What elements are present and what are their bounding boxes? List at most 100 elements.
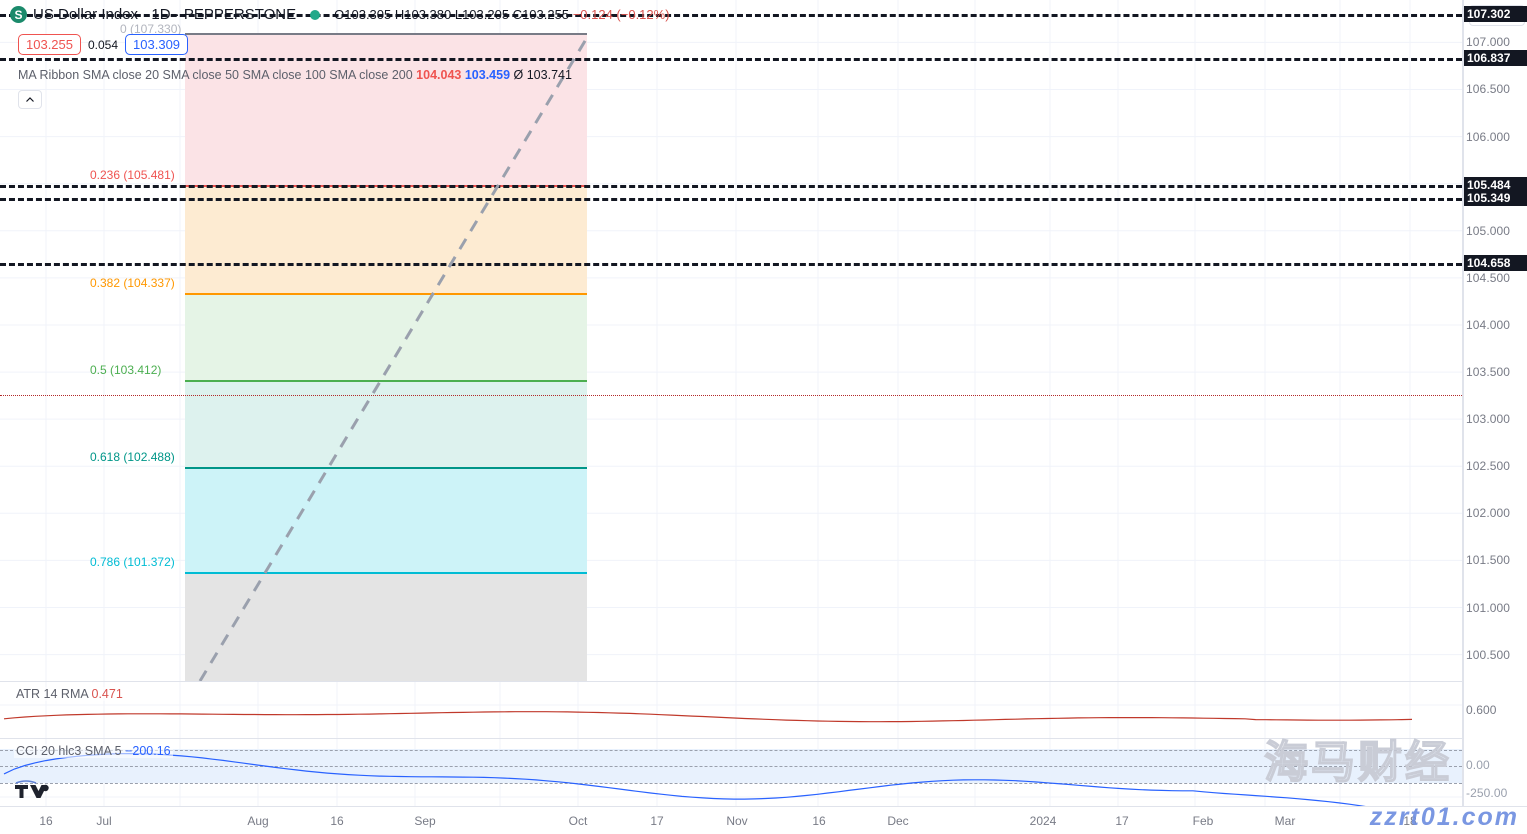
price-tick-101.500: 101.500 [1466,553,1511,568]
price-tick-102.000: 102.000 [1466,506,1511,521]
price-tick-102.500: 102.500 [1466,459,1511,474]
atr-tick-0.600: 0.600 [1466,703,1497,717]
atr-grid [0,682,1462,738]
cci-upper-dashed-level [0,750,1462,751]
level-line-105.484[interactable] [0,185,1462,189]
price-tick-104.500: 104.500 [1466,270,1511,285]
collapse-legend-button[interactable] [18,90,42,109]
price-tick-104.000: 104.000 [1466,317,1511,332]
chart-legend: S US Dollar Index · 1D · PEPPERSTONE O10… [10,6,670,23]
fib-label-0.382: 0.382 (104.337) [90,276,175,291]
price-tick-101.000: 101.000 [1466,600,1511,615]
price-axis[interactable]: USD ▼ 107.000106.500106.000105.000104.50… [1463,0,1527,806]
price-level-badge-106.837[interactable]: 106.837 [1464,49,1527,66]
fib-line-0.786[interactable] [185,572,587,575]
price-tick-100.500: 100.500 [1466,647,1511,662]
cci-line-series [3,752,1366,806]
cci-tick-0.00: 0.00 [1466,758,1490,772]
time-tick-18: 18 [1403,814,1417,828]
ma-value-average: 103.741 [526,68,572,82]
ma-ribbon-legend[interactable]: MA Ribbon SMA close 20 SMA close 50 SMA … [18,68,572,82]
ma-value-blue: 103.459 [464,68,511,82]
level-line-104.658[interactable] [0,262,1462,266]
level-line-105.349[interactable] [0,197,1462,201]
price-tick-105.000: 105.000 [1466,223,1511,238]
fib-low-pill[interactable]: 103.255 [18,34,81,55]
time-tick-Nov: Nov [726,814,748,828]
price-tick-103.500: 103.500 [1466,365,1511,380]
atr-value: 0.471 [91,687,123,701]
fib-value-pills: 103.255 0.054 103.309 [18,34,189,55]
time-tick-2024: 2024 [1029,814,1057,828]
atr-line-series [3,711,1413,723]
fib-zone-4 [185,467,587,573]
time-tick-Sep: Sep [414,814,436,828]
cci-legend[interactable]: CCI 20 hlc3 SMA 5 −200.16 [14,744,173,758]
fib-zone-2 [185,293,587,381]
current-price-line [0,395,1462,397]
cci-name: CCI 20 hlc3 SMA 5 [16,744,122,758]
trend-line-drawing[interactable] [0,0,1462,681]
time-axis[interactable]: 16 Jul Aug 16 Sep Oct 17 Nov 16 Dec 2024 17 Feb Mar 18 [0,806,1527,834]
cci-mid-dashed-level [0,766,1462,767]
tradingview-logo[interactable] [14,780,54,802]
atr-name: ATR 14 RMA [16,687,89,701]
price-level-badge-105.484[interactable]: 105.484 [1464,177,1527,194]
fib-zone-5 [185,572,587,681]
time-tick-Oct: Oct [568,814,588,828]
time-tick-Jul: Jul [96,814,112,828]
price-level-badge-104.658[interactable]: 104.658 [1464,254,1527,271]
time-tick-Aug: Aug [247,814,269,828]
fib-label-0.618: 0.618 (102.488) [90,450,175,465]
price-tick-103.000: 103.000 [1466,412,1511,427]
price-level-badge-105.349[interactable]: 105.349 [1464,189,1527,206]
cci-tick--250.00: -250.00 [1466,786,1508,800]
price-level-badge-107.302[interactable]: 107.302 [1464,5,1527,22]
price-tick-107.000: 107.000 [1466,35,1511,50]
price-tick-106.500: 106.500 [1466,82,1511,97]
fib-label-0.5: 0.5 (103.412) [90,363,162,378]
time-tick-Mar: Mar [1274,814,1296,828]
time-tick-17: 17 [1115,814,1129,828]
time-tick-16: 16 [330,814,344,828]
fib-zero-label: 0 (107.330) [120,22,182,36]
fib-delta-value: 0.054 [88,37,119,52]
dollar-icon: S [10,6,27,23]
time-tick-Dec: Dec [887,814,909,828]
fib-label-0.236: 0.236 (105.481) [90,168,175,183]
price-tick-106.000: 106.000 [1466,129,1511,144]
fib-box-top-edge [185,33,587,35]
ma-average-symbol: Ø [513,68,524,82]
level-line-106.837[interactable] [0,57,1462,61]
fib-line-0.618[interactable] [185,467,587,470]
ma-value-red: 104.043 [416,68,462,82]
time-tick-16: 16 [39,814,53,828]
change-value: −0.124 (−0.12%) [572,7,670,22]
time-tick-16: 16 [812,814,826,828]
page-title[interactable]: US Dollar Index · 1D · PEPPERSTONE [33,6,297,23]
time-tick-Feb: Feb [1192,814,1214,828]
atr-legend[interactable]: ATR 14 RMA 0.471 [14,687,125,701]
ma-series-list: SMA close 20 SMA close 50 SMA close 100 … [82,68,413,82]
fib-label-0.786: 0.786 (101.372) [90,555,175,570]
fib-high-pill[interactable]: 103.309 [125,34,189,55]
main-price-pane[interactable]: 0.236 (105.481) 0.382 (104.337) 0.5 (103.4… [0,0,1462,681]
cci-indicator-pane[interactable]: CCI 20 hlc3 SMA 5 −200.16 [0,738,1462,806]
cci-lower-dashed-level [0,783,1462,784]
time-tick-17: 17 [650,814,664,828]
level-line-107.302[interactable] [0,13,1462,17]
atr-indicator-pane[interactable]: ATR 14 RMA 0.471 [0,681,1462,738]
chevron-up-icon [26,96,34,102]
fib-zone-1 [185,185,587,294]
axis-divider [1462,0,1463,806]
ohlc-values: O103.305 H103.380 L103.205 C103.255 −0.1… [334,7,669,22]
market-open-dot [310,9,321,20]
cci-value: −200.16 [125,744,171,758]
symbol-title-row[interactable]: S US Dollar Index · 1D · PEPPERSTONE O10… [10,6,670,23]
ohlc-text: O103.305 H103.380 L103.205 C103.255 [334,7,570,22]
fib-line-0.382[interactable] [185,293,587,296]
fib-zone-3 [185,380,587,468]
fib-line-0.5[interactable] [185,380,587,383]
ma-name: MA Ribbon [18,68,80,82]
